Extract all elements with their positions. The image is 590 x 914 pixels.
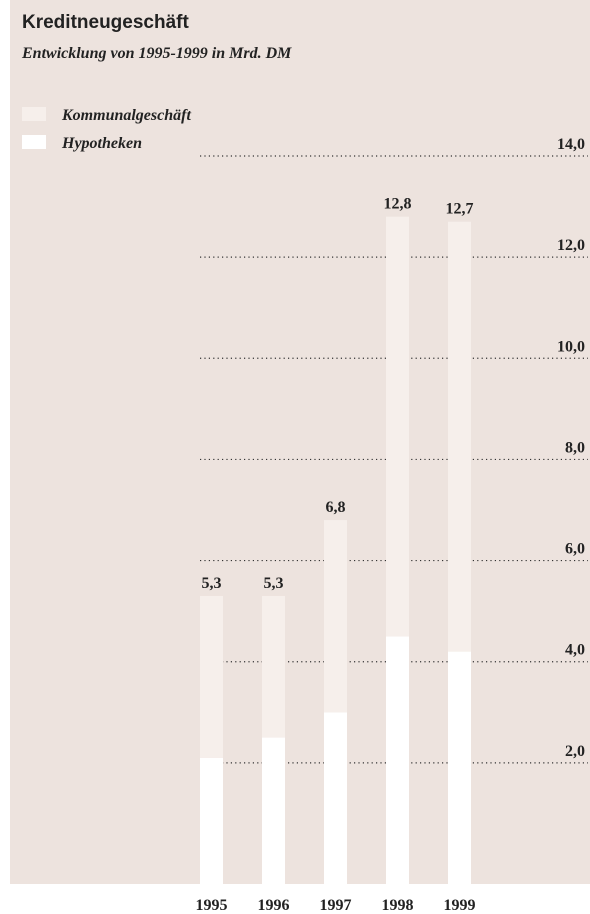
total-label: 5,3 [202, 575, 222, 592]
legend-swatch [22, 135, 46, 149]
x-tick-label: 1996 [258, 897, 290, 914]
y-tick-label: 10,0 [557, 338, 585, 355]
y-tick-label: 2,0 [565, 743, 585, 760]
total-label: 12,8 [384, 196, 412, 213]
total-label: 6,8 [326, 499, 346, 516]
bar-segment [324, 712, 347, 884]
total-label: 5,3 [264, 575, 284, 592]
bar-segment [200, 757, 223, 884]
y-tick-label: 8,0 [565, 439, 585, 456]
chart-title: Kreditneugeschäft [22, 12, 189, 33]
bar-segment [262, 595, 285, 738]
legend-swatch [22, 107, 46, 121]
chart-subtitle: Entwicklung von 1995-1999 in Mrd. DM [21, 45, 292, 62]
bar-segment [324, 520, 347, 713]
x-tick-label: 1999 [444, 897, 476, 914]
x-tick-label: 1995 [196, 897, 228, 914]
bar-segment [448, 651, 471, 884]
bar-segment [200, 595, 223, 758]
x-tick-label: 1997 [320, 897, 352, 914]
y-tick-label: 12,0 [557, 237, 585, 254]
y-tick-label: 4,0 [565, 642, 585, 659]
x-tick-label: 1998 [382, 897, 414, 914]
bar-segment [448, 221, 471, 652]
bar-segment [262, 737, 285, 884]
total-label: 12,7 [446, 201, 474, 218]
y-tick-label: 6,0 [565, 541, 585, 558]
bar-segment [386, 216, 409, 637]
legend-label: Hypotheken [61, 135, 142, 152]
y-tick-label: 14,0 [557, 136, 585, 153]
bar-segment [386, 636, 409, 884]
chart-background [10, 0, 590, 884]
legend-label: Kommunalgeschäft [61, 107, 191, 124]
